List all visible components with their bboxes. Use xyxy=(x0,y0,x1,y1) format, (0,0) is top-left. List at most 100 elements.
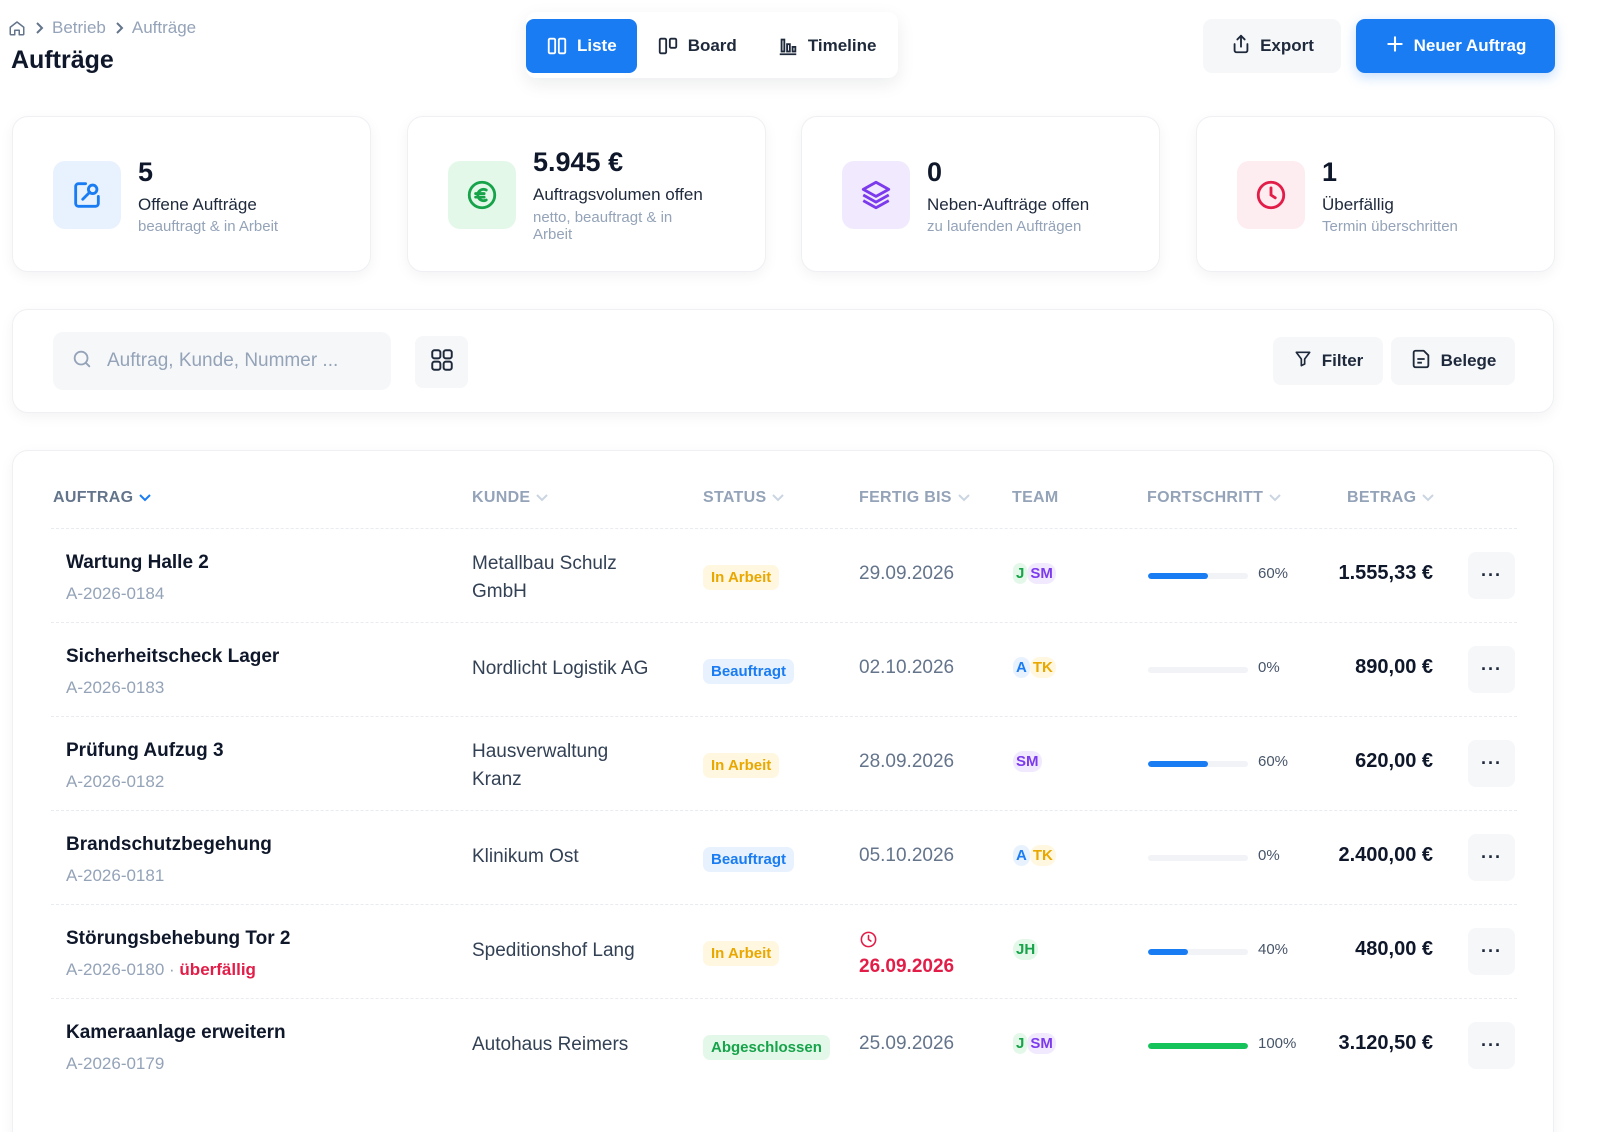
progress-percent: 60% xyxy=(1258,753,1289,770)
chevron-down-icon xyxy=(1269,489,1281,507)
filter-label: Filter xyxy=(1321,351,1364,370)
customer-name: Nordlicht Logistik AG xyxy=(472,658,649,679)
kpi-value: 1 xyxy=(1322,157,1338,187)
order-title[interactable]: Sicherheitscheck Lager xyxy=(66,646,280,667)
team-avatars: J SM xyxy=(1013,563,1056,584)
clock-icon xyxy=(1237,161,1305,229)
kpi-subtitle: netto, beauftragt & in Arbeit xyxy=(533,209,673,243)
table-row[interactable]: Brandschutzbegehung A-2026-0181 Klinikum… xyxy=(51,810,1517,904)
kpi-subtitle: beauftragt & in Arbeit xyxy=(138,218,279,235)
avatar: TK xyxy=(1029,657,1056,678)
progress-fill xyxy=(1148,761,1208,767)
team-avatars: JH xyxy=(1013,939,1039,960)
table-row[interactable]: Kameraanlage erweitern A-2026-0179 Autoh… xyxy=(51,998,1517,1092)
view-switcher: Liste Board Timeline xyxy=(526,12,898,78)
progress-percent: 40% xyxy=(1258,941,1289,958)
chevron-right-icon xyxy=(34,21,44,35)
breadcrumb-item-betrieb[interactable]: Betrieb xyxy=(52,18,106,37)
progress-bar xyxy=(1148,667,1248,673)
table-row[interactable]: Sicherheitscheck Lager A-2026-0183 Nordl… xyxy=(51,622,1517,716)
order-number: A-2026-0180 xyxy=(66,960,165,979)
column-header-status[interactable]: STATUS xyxy=(703,489,785,507)
kpi-label: Auftragsvolumen offen xyxy=(533,185,703,204)
kpi-card-sub-orders[interactable]: 0 Neben-Aufträge offen zu laufenden Auft… xyxy=(801,116,1160,272)
filter-button[interactable]: Filter xyxy=(1273,337,1383,385)
avatar: SM xyxy=(1027,1033,1056,1054)
breadcrumb-item-auftraege: Aufträge xyxy=(131,18,197,37)
progress-fill xyxy=(1148,1043,1248,1049)
avatar: J xyxy=(1013,1033,1028,1054)
column-header-fertig-bis[interactable]: FERTIG BIS xyxy=(859,489,970,507)
team-avatars: A TK xyxy=(1013,657,1056,678)
kpi-card-volume[interactable]: 5.945 € Auftragsvolumen offen netto, bea… xyxy=(407,116,766,272)
order-title[interactable]: Wartung Halle 2 xyxy=(66,552,209,573)
column-header-fortschritt[interactable]: FORTSCHRITT xyxy=(1147,489,1281,507)
kpi-subtitle: zu laufenden Aufträgen xyxy=(927,218,1082,235)
export-button[interactable]: Export xyxy=(1203,19,1341,73)
order-amount: 890,00 € xyxy=(1355,656,1433,678)
column-header-auftrag[interactable]: AUFTRAG xyxy=(53,489,152,507)
order-number: A-2026-0181 xyxy=(66,866,165,885)
search-box[interactable] xyxy=(53,332,391,390)
table-row[interactable]: Wartung Halle 2 A-2026-0184 Metallbau Sc… xyxy=(51,528,1517,622)
chevron-down-icon xyxy=(536,489,549,507)
order-amount: 620,00 € xyxy=(1355,750,1433,772)
more-actions-button[interactable]: ··· xyxy=(1468,552,1515,599)
view-timeline-button[interactable]: Timeline xyxy=(757,19,897,73)
new-order-button[interactable]: Neuer Auftrag xyxy=(1356,19,1555,73)
customer-name: Hausverwaltung Kranz xyxy=(472,741,609,790)
due-date: 29.09.2026 xyxy=(859,563,955,584)
orders-table: AUFTRAG KUNDE STATUS FERTIG BIS TEAM FOR… xyxy=(12,450,1554,1132)
more-actions-button[interactable]: ··· xyxy=(1468,740,1515,787)
share-icon xyxy=(1230,33,1252,60)
kpi-label: Überfällig xyxy=(1322,195,1394,214)
progress-bar xyxy=(1148,1043,1248,1049)
table-row[interactable]: Störungsbehebung Tor 2 A-2026-0180 · übe… xyxy=(51,904,1517,998)
order-number: A-2026-0184 xyxy=(66,584,165,603)
column-header-label: TEAM xyxy=(1012,489,1059,506)
avatar: TK xyxy=(1029,845,1056,866)
status-badge: Beauftragt xyxy=(703,847,795,872)
more-actions-button[interactable]: ··· xyxy=(1468,646,1515,693)
table-row[interactable]: Prüfung Aufzug 3 A-2026-0182 Hausverwalt… xyxy=(51,716,1517,810)
order-number: A-2026-0183 xyxy=(66,678,165,697)
column-header-label: FERTIG BIS xyxy=(859,489,952,506)
view-list-button[interactable]: Liste xyxy=(526,19,637,73)
order-title[interactable]: Brandschutzbegehung xyxy=(66,834,272,855)
document-icon xyxy=(1410,348,1432,375)
more-actions-button[interactable]: ··· xyxy=(1468,834,1515,881)
progress-percent: 100% xyxy=(1258,1035,1297,1052)
order-amount: 480,00 € xyxy=(1355,938,1433,960)
avatar: SM xyxy=(1013,751,1042,772)
clock-icon xyxy=(859,930,878,954)
order-amount: 2.400,00 € xyxy=(1338,844,1433,866)
column-header-kunde[interactable]: KUNDE xyxy=(472,489,549,507)
view-timeline-label: Timeline xyxy=(807,36,877,55)
more-actions-button[interactable]: ··· xyxy=(1468,1022,1515,1069)
kpi-label: Neben-Aufträge offen xyxy=(927,195,1090,214)
toolbar: Filter Belege xyxy=(12,309,1554,413)
kpi-card-overdue[interactable]: 1 Überfällig Termin überschritten xyxy=(1196,116,1555,272)
column-header-betrag[interactable]: BETRAG xyxy=(1347,489,1435,507)
columns-icon xyxy=(546,35,568,57)
belege-button[interactable]: Belege xyxy=(1391,337,1515,385)
view-board-button[interactable]: Board xyxy=(637,19,757,73)
grid-view-button[interactable] xyxy=(415,336,468,388)
search-input[interactable] xyxy=(107,350,367,372)
chevron-down-icon xyxy=(958,489,970,507)
status-badge: In Arbeit xyxy=(703,941,780,966)
order-title[interactable]: Störungsbehebung Tor 2 xyxy=(66,928,291,949)
status-badge: In Arbeit xyxy=(703,753,780,778)
avatar: J xyxy=(1013,563,1028,584)
more-actions-button[interactable]: ··· xyxy=(1468,928,1515,975)
due-date: 05.10.2026 xyxy=(859,845,955,866)
kpi-label: Offene Aufträge xyxy=(138,195,257,214)
kpi-card-open-orders[interactable]: 5 Offene Aufträge beauftragt & in Arbeit xyxy=(12,116,371,272)
order-title[interactable]: Kameraanlage erweitern xyxy=(66,1022,286,1043)
column-header-label: STATUS xyxy=(703,489,767,506)
order-title[interactable]: Prüfung Aufzug 3 xyxy=(66,740,224,761)
home-icon[interactable] xyxy=(8,19,26,37)
customer-name: Autohaus Reimers xyxy=(472,1034,629,1055)
chevron-right-icon xyxy=(114,21,124,35)
export-label: Export xyxy=(1260,36,1314,55)
